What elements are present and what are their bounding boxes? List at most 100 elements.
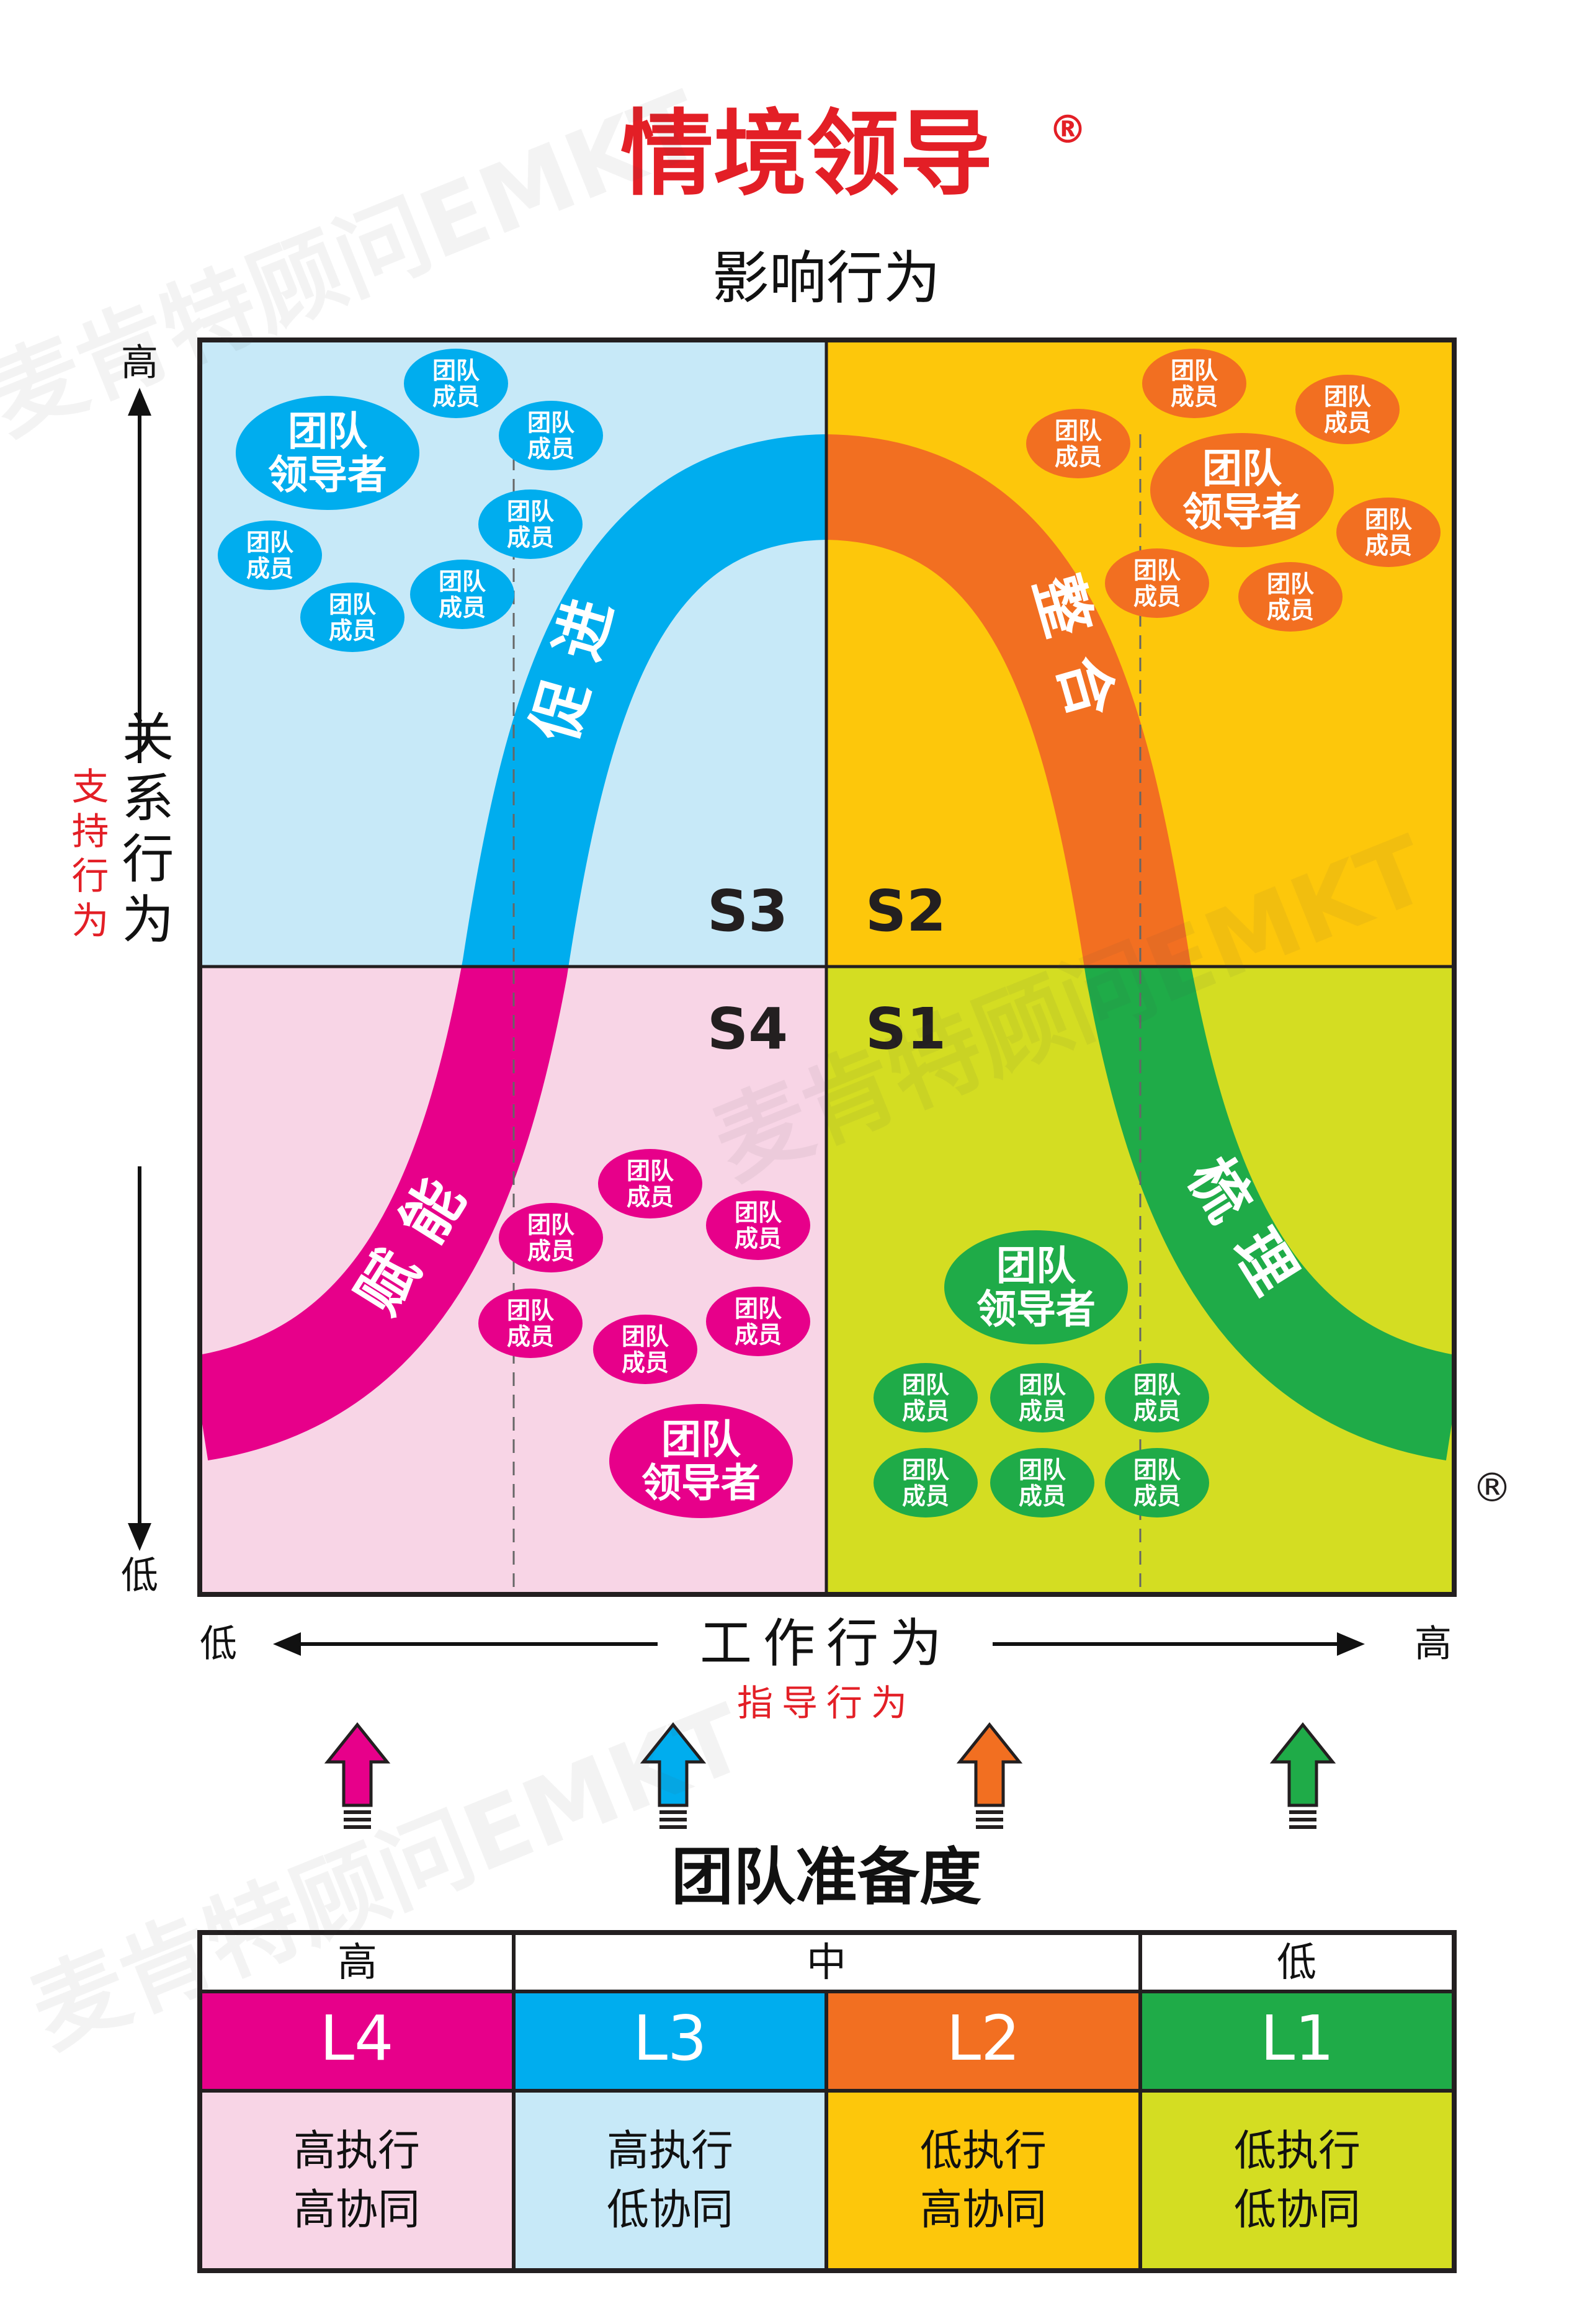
bubble-text: 成员 bbox=[1171, 383, 1218, 410]
bubble-text: 成员 bbox=[246, 555, 293, 582]
level-code-cell bbox=[514, 1991, 826, 2091]
bubble-text: 团队 bbox=[527, 1211, 575, 1238]
bubble-shape bbox=[706, 1287, 810, 1356]
bubble-shape bbox=[874, 1363, 978, 1432]
bubble-shape bbox=[236, 396, 419, 510]
bubble-text: 团队 bbox=[1267, 570, 1315, 597]
bubble-shape bbox=[1295, 375, 1400, 444]
x-axis-high: 高 bbox=[1414, 1622, 1452, 1666]
readiness-header-row bbox=[200, 1933, 1454, 1991]
bubble-shape bbox=[1105, 1363, 1209, 1432]
bubble-text: 成员 bbox=[1133, 1482, 1181, 1509]
bubble-text: 领导者 bbox=[268, 452, 387, 498]
readiness-mid: 中 bbox=[807, 1940, 846, 1986]
bubble-shape bbox=[1105, 1448, 1209, 1517]
level-desc-line1: 低执行 bbox=[920, 2127, 1047, 2176]
influence-label: 影响行为 bbox=[712, 245, 941, 311]
bubble-text: 成员 bbox=[329, 617, 376, 644]
bubble-text: 团队 bbox=[1202, 446, 1282, 492]
bubble-text: 团队 bbox=[1324, 383, 1372, 410]
bubble-text: 成员 bbox=[439, 594, 486, 621]
bubble-shape bbox=[300, 583, 404, 652]
level-desc-cell bbox=[1140, 2091, 1454, 2271]
bubble-text: 成员 bbox=[902, 1482, 949, 1509]
bubble-text: 团队 bbox=[1019, 1371, 1066, 1398]
bubble-text: 团队 bbox=[902, 1371, 950, 1398]
bubble-text: 团队 bbox=[507, 498, 555, 525]
readiness-up-arrow-icon bbox=[324, 1722, 391, 1829]
bubble-shape bbox=[1336, 498, 1441, 567]
level-code-cell bbox=[826, 1991, 1140, 2091]
level-desc-cell bbox=[514, 2091, 826, 2271]
bubble-text: 成员 bbox=[507, 1323, 554, 1350]
y-axis-arrowhead-down bbox=[128, 1523, 151, 1551]
bubble-text: 领导者 bbox=[976, 1287, 1096, 1333]
y-axis-low: 低 bbox=[121, 1554, 158, 1598]
bubble-shape bbox=[478, 489, 583, 559]
level-code-cell bbox=[200, 1991, 514, 2091]
bubble-text: 成员 bbox=[527, 435, 574, 462]
bubble-text: 成员 bbox=[432, 383, 480, 410]
relationship-behavior-label: 关系行为 bbox=[114, 710, 174, 953]
readiness-up-arrow-icon bbox=[956, 1722, 1023, 1829]
task-behavior-label: 工作行为 bbox=[700, 1613, 953, 1674]
level-desc-cell bbox=[826, 2091, 1140, 2271]
level-code: L3 bbox=[633, 2002, 707, 2075]
bubble-shape bbox=[1026, 409, 1130, 478]
bubble-text: 成员 bbox=[1324, 409, 1371, 436]
bubble-text: 团队 bbox=[1133, 556, 1181, 584]
bubble-text: 团队 bbox=[527, 409, 575, 436]
bubble-text: 团队 bbox=[1171, 357, 1218, 384]
quadrant-label-s3: S3 bbox=[707, 878, 788, 944]
bubble-text: 成员 bbox=[1365, 532, 1412, 559]
bubble-text: 成员 bbox=[1019, 1397, 1066, 1424]
readiness-high: 高 bbox=[337, 1940, 377, 1986]
quadrant-label-s4: S4 bbox=[707, 996, 788, 1062]
bubble-shape bbox=[478, 1289, 583, 1358]
title-registered-mark: ® bbox=[1048, 107, 1087, 152]
level-desc-line2: 高协同 bbox=[920, 2186, 1047, 2235]
x-axis-arrowhead-left bbox=[273, 1632, 301, 1656]
bubble-shape bbox=[874, 1448, 978, 1517]
level-code: L4 bbox=[320, 2002, 393, 2075]
registered-mark: ® bbox=[1472, 1465, 1512, 1511]
bubble-text: 团队 bbox=[902, 1456, 950, 1483]
curve-band-s4 bbox=[200, 967, 569, 1460]
bubble-text: 成员 bbox=[627, 1183, 674, 1210]
bubble-shape bbox=[990, 1448, 1094, 1517]
level-desc-cell bbox=[200, 2091, 514, 2271]
bubble-text: 领导者 bbox=[641, 1460, 761, 1506]
quadrant-label-s1: S1 bbox=[865, 996, 946, 1062]
level-code: L1 bbox=[1260, 2002, 1334, 2075]
curve-band-s1 bbox=[1084, 967, 1454, 1460]
bubble-shape bbox=[218, 521, 322, 590]
bubble-text: 团队 bbox=[735, 1295, 782, 1322]
bubble-text: 成员 bbox=[735, 1321, 782, 1348]
bubble-text: 团队 bbox=[439, 568, 486, 595]
bubble-text: 团队 bbox=[996, 1243, 1076, 1289]
bubble-text: 团队 bbox=[1133, 1456, 1181, 1483]
level-desc-line1: 低执行 bbox=[1234, 2127, 1361, 2176]
bubble-text: 团队 bbox=[1055, 417, 1102, 444]
level-desc-line2: 低协同 bbox=[607, 2186, 733, 2235]
